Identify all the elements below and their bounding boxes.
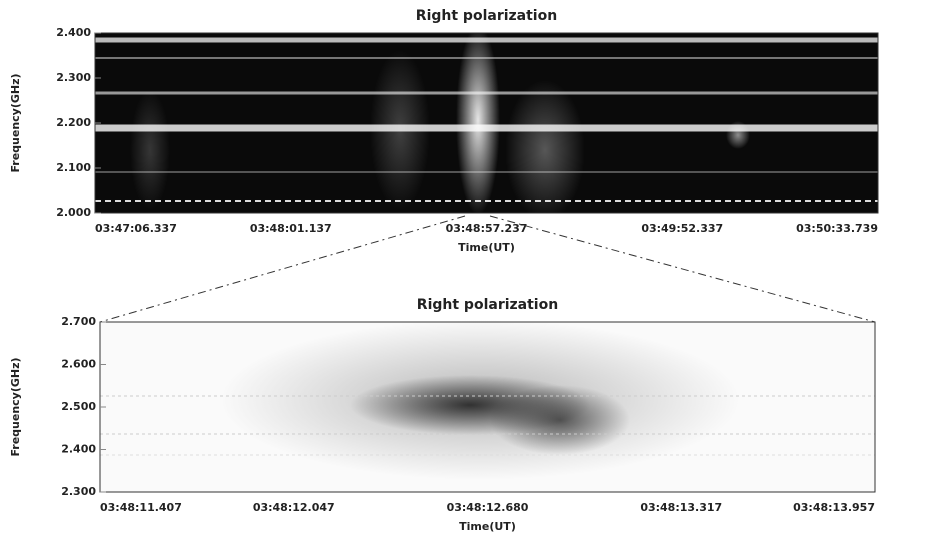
x-tick-label: 03:50:33.739 — [796, 222, 878, 235]
y-tick-label: 2.000 — [56, 206, 91, 219]
y-tick-label: 2.600 — [61, 358, 96, 371]
x-axis-title: Time(UT) — [459, 520, 516, 533]
x-tick-label: 03:47:06.337 — [95, 222, 177, 235]
x-tick-label: 03:48:13.317 — [640, 501, 722, 514]
x-tick-label: 03:48:57.237 — [446, 222, 528, 235]
y-tick-label: 2.200 — [56, 116, 91, 129]
chart-title: Right polarization — [417, 297, 558, 313]
zoom-line — [489, 215, 876, 323]
burst — [130, 90, 170, 210]
x-axis-title: Time(UT) — [458, 241, 515, 254]
burst — [370, 50, 430, 210]
burst — [726, 121, 750, 149]
y-tick-label: 2.700 — [61, 315, 96, 328]
y-axis-title: Frequency(GHz) — [9, 73, 22, 172]
burst — [456, 25, 500, 215]
bottom-panel: 2.300 2.400 2.500 2.600 2.700 03:48:11.407 03:… — [9, 297, 876, 533]
y-tick-label: 2.100 — [56, 161, 91, 174]
chart-title: Right polarization — [416, 8, 557, 24]
x-tick-label: 03:48:13.957 — [793, 501, 875, 514]
y-tick-label: 2.300 — [61, 485, 96, 498]
y-tick-label: 2.500 — [61, 400, 96, 413]
x-tick-label: 03:48:01.137 — [250, 222, 332, 235]
y-tick-label: 2.400 — [56, 26, 91, 39]
x-tick-label: 03:48:11.407 — [100, 501, 182, 514]
burst — [505, 80, 585, 220]
y-axis-title: Frequency(GHz) — [9, 357, 22, 456]
y-tick-label: 2.300 — [56, 71, 91, 84]
x-tick-label: 03:48:12.047 — [253, 501, 335, 514]
top-panel: 2.000 2.100 2.200 2.300 2.400 03:47:06.337 03:… — [9, 8, 879, 254]
x-tick-label: 03:49:52.337 — [641, 222, 723, 235]
x-tick-label: 03:48:12.680 — [447, 501, 529, 514]
emission — [490, 385, 630, 455]
y-tick-label: 2.400 — [61, 443, 96, 456]
